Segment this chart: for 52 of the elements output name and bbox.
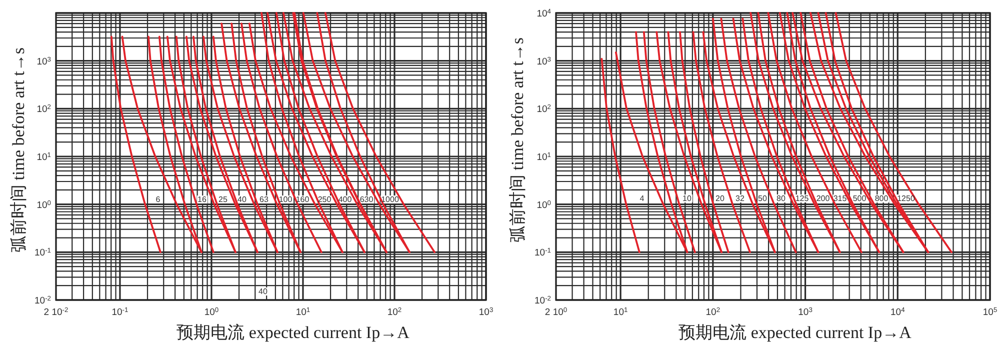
x-tick-label: 2 10$^{0}$ — [544, 306, 568, 318]
annotation: 800 — [874, 194, 889, 203]
annotation: 16 — [198, 195, 207, 204]
annotation: 10 — [682, 194, 692, 203]
annotation: 50 — [758, 194, 768, 203]
x-tick-label: 10$^{2}$ — [706, 306, 720, 318]
y-tick-label: 10$^{-2}$ — [34, 295, 52, 306]
y-tick-label: 10$^{-1}$ — [34, 247, 52, 259]
x-tick-label: 10$^{0}$ — [204, 306, 219, 318]
y-axis-title: 弧前时间 time before art t→s — [9, 48, 28, 252]
annotation: 630 — [360, 195, 374, 204]
annotation: 6 — [156, 195, 161, 204]
y-tick-label: 10$^{3}$ — [36, 56, 52, 68]
annotation: 500 — [852, 194, 867, 203]
y-axis-title: 弧前时间 time before art t→s — [508, 38, 527, 242]
y-tick-label: 10$^{-1}$ — [534, 247, 552, 259]
annotation: 200 — [816, 194, 830, 203]
y-tick-label: 10$^{1}$ — [536, 152, 552, 163]
annotation: 250 — [318, 195, 332, 204]
annotation: 400 — [338, 195, 352, 204]
annotation: 315 — [833, 194, 848, 203]
x-tick-label: 10$^{5}$ — [982, 306, 998, 318]
y-tick-label: 10$^{3}$ — [536, 56, 552, 68]
y-tick-label: 10$^{4}$ — [536, 8, 552, 20]
x-tick-label: 10$^{1}$ — [296, 306, 310, 318]
annotation: 125 — [795, 194, 810, 203]
annotation: 160 — [296, 195, 310, 204]
annotation: 63 — [260, 195, 269, 204]
x-tick-label: 2 10$^{-2}$ — [44, 306, 69, 318]
y-tick-label: 10$^{2}$ — [536, 104, 552, 116]
annotation: 4 — [640, 194, 645, 203]
y-tick-label: 10$^{0}$ — [36, 199, 52, 211]
x-tick-label: 10$^{2}$ — [387, 306, 402, 318]
x-axis-title: 预期电流 expected current Ip→A — [678, 323, 912, 342]
x-axis-title: 预期电流 expected current Ip→A — [176, 323, 410, 342]
y-tick-label: 10$^{1}$ — [36, 152, 52, 163]
annotation: 100 — [278, 195, 293, 204]
x-tick-label: 10$^{3}$ — [478, 306, 494, 318]
x-tick-label: 10$^{1}$ — [613, 306, 628, 318]
annotation: 32 — [736, 194, 745, 203]
annotation: 1000 — [381, 195, 400, 204]
annotation: 40 — [258, 287, 268, 296]
x-tick-label: 10$^{4}$ — [890, 306, 906, 318]
annotation: 80 — [776, 194, 786, 203]
x-tick-label: 10$^{3}$ — [798, 306, 813, 318]
annotation: 25 — [218, 195, 228, 204]
y-tick-label: 10$^{0}$ — [536, 199, 552, 211]
y-tick-label: 10$^{-2}$ — [534, 295, 552, 306]
annotation: 20 — [716, 194, 725, 203]
x-tick-label: 10$^{-1}$ — [112, 306, 129, 318]
annotation: 40 — [238, 195, 247, 204]
y-tick-label: 10$^{2}$ — [36, 104, 52, 116]
